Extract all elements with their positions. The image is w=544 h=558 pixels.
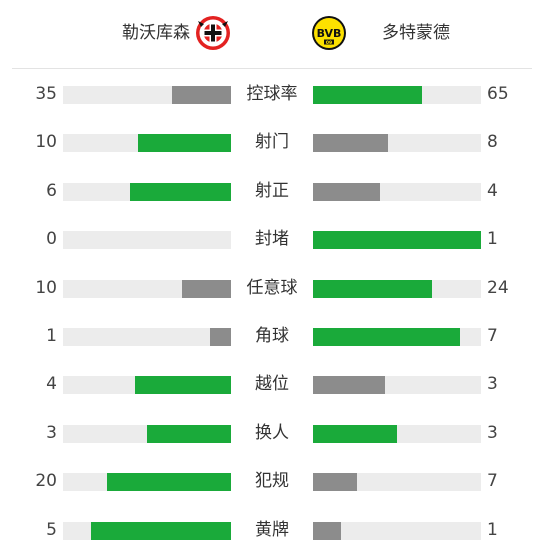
home-stat-bar-track <box>63 182 231 201</box>
away-stat-bar-track <box>313 521 481 540</box>
home-stat-bar <box>147 424 231 443</box>
stats-list: 35 控球率 65 10 射门 8 6 射正 4 0 封堵 1 10 任意球 24 1 角球 7 4 越位 3 3 换人 3 2… <box>0 70 544 554</box>
stat-row: 1 角球 7 <box>0 312 544 360</box>
away-stat-bar <box>313 424 397 443</box>
away-stat-bar-track <box>313 86 481 104</box>
header-divider <box>12 68 532 69</box>
home-stat-value: 10 <box>35 132 57 153</box>
home-stat-bar <box>210 327 231 346</box>
svg-text:09: 09 <box>326 40 332 46</box>
stat-label: 黄牌 <box>255 519 289 540</box>
away-team-name: 多特蒙德 <box>382 23 450 43</box>
home-stat-value: 20 <box>35 471 57 492</box>
away-stat-bar <box>313 134 388 153</box>
away-stat-value: 3 <box>487 374 498 395</box>
home-stat-value: 6 <box>46 180 57 201</box>
home-stat-value: 0 <box>46 229 57 250</box>
home-team-name: 勒沃库森 <box>122 23 190 43</box>
home-stat-value: 4 <box>46 374 57 395</box>
away-stat-bar <box>313 473 357 492</box>
leverkusen-logo-icon <box>196 16 230 50</box>
stat-label: 射门 <box>255 132 289 153</box>
match-header: 勒沃库森 BVB 09 多特蒙德 <box>0 0 544 68</box>
stat-row: 5 黄牌 1 <box>0 506 544 554</box>
stat-label: 控球率 <box>246 84 298 104</box>
away-stat-bar <box>313 86 422 104</box>
home-stat-bar-track <box>63 376 231 395</box>
away-stat-bar <box>313 231 481 250</box>
svg-text:BVB: BVB <box>317 27 342 40</box>
home-stat-value: 35 <box>35 84 57 104</box>
away-stat-bar-track <box>313 424 481 443</box>
stat-row: 20 犯规 7 <box>0 457 544 505</box>
away-stat-value: 3 <box>487 422 498 443</box>
stat-label: 射正 <box>255 180 289 201</box>
stat-row: 6 射正 4 <box>0 167 544 215</box>
away-stat-bar <box>313 327 460 346</box>
away-stat-bar-track <box>313 473 481 492</box>
stat-label: 封堵 <box>255 229 289 250</box>
away-stat-bar-track <box>313 327 481 346</box>
home-stat-bar <box>172 86 231 104</box>
home-stat-bar-track <box>63 134 231 153</box>
stat-label: 换人 <box>255 422 289 443</box>
home-stat-bar <box>135 376 231 395</box>
home-stat-bar-track <box>63 327 231 346</box>
home-stat-bar <box>182 279 231 298</box>
dortmund-logo-icon: BVB 09 <box>312 16 346 50</box>
away-stat-value: 8 <box>487 132 498 153</box>
home-stat-value: 1 <box>46 325 57 346</box>
away-stat-bar-track <box>313 279 481 298</box>
stat-row: 0 封堵 1 <box>0 215 544 263</box>
home-stat-bar-track <box>63 424 231 443</box>
away-stat-value: 7 <box>487 325 498 346</box>
away-stat-bar <box>313 521 341 540</box>
home-stat-bar <box>138 134 231 153</box>
stat-label: 任意球 <box>246 277 298 298</box>
home-stat-bar <box>107 473 231 492</box>
away-stat-bar <box>313 376 385 395</box>
stat-label: 越位 <box>255 374 289 395</box>
home-stat-bar-track <box>63 231 231 250</box>
away-stat-bar-track <box>313 182 481 201</box>
home-stat-bar-track <box>63 279 231 298</box>
stat-row: 35 控球率 65 <box>0 70 544 118</box>
stat-row: 4 越位 3 <box>0 360 544 408</box>
away-stat-bar-track <box>313 134 481 153</box>
stat-row: 3 换人 3 <box>0 409 544 457</box>
away-stat-value: 1 <box>487 519 498 540</box>
stat-row: 10 射门 8 <box>0 118 544 166</box>
home-stat-bar-track <box>63 473 231 492</box>
stat-label: 角球 <box>255 325 289 346</box>
away-stat-bar <box>313 182 380 201</box>
stat-label: 犯规 <box>255 471 289 492</box>
away-stat-value: 65 <box>487 84 509 104</box>
away-stat-value: 4 <box>487 180 498 201</box>
away-stat-value: 24 <box>487 277 509 298</box>
home-stat-value: 5 <box>46 519 57 540</box>
home-stat-bar-track <box>63 86 231 104</box>
away-stat-value: 1 <box>487 229 498 250</box>
away-stat-bar-track <box>313 231 481 250</box>
away-stat-value: 7 <box>487 471 498 492</box>
away-stat-bar <box>313 279 432 298</box>
stat-row: 10 任意球 24 <box>0 264 544 312</box>
home-stat-bar <box>91 521 231 540</box>
home-stat-bar-track <box>63 521 231 540</box>
home-stat-value: 3 <box>46 422 57 443</box>
away-stat-bar-track <box>313 376 481 395</box>
home-stat-value: 10 <box>35 277 57 298</box>
home-stat-bar <box>130 182 231 201</box>
